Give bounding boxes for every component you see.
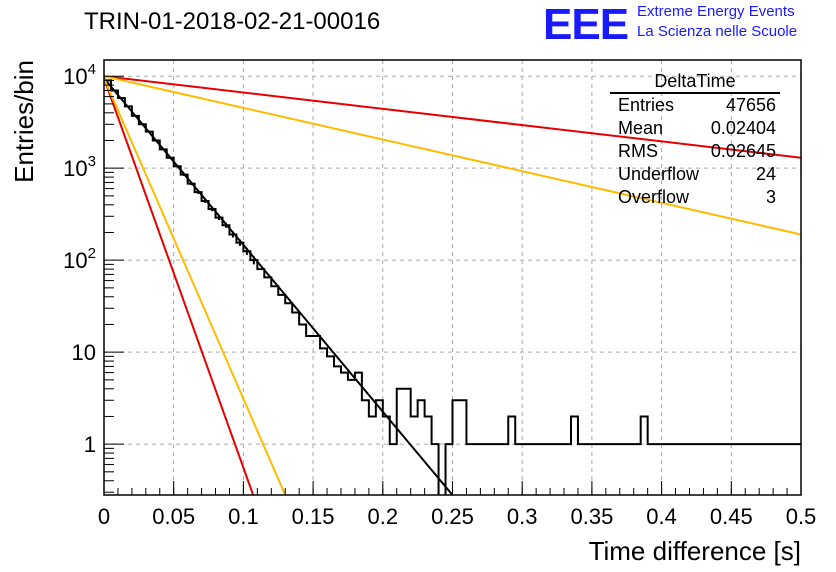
stats-row-mean: Mean 0.02404 [610, 117, 780, 140]
x-tick-label: 0.2 [368, 504, 399, 529]
stats-label: Underflow [618, 164, 700, 184]
stats-value: 0.02645 [710, 141, 776, 161]
stats-value: 47656 [725, 95, 776, 115]
logo-subtitle-line1: Extreme Energy Events [637, 3, 795, 20]
stats-value: 3 [765, 187, 776, 207]
x-tick-label: 0.05 [152, 504, 195, 529]
y-tick-exponent: 4 [88, 61, 96, 78]
y-tick-label: 10 [72, 340, 96, 365]
series [104, 75, 801, 495]
x-tick-label: 0 [98, 504, 110, 529]
stats-row-rms: RMS 0.02645 [610, 140, 780, 163]
stats-title: DeltaTime [610, 70, 780, 94]
x-tick-label: 0.25 [431, 504, 474, 529]
fit-line [104, 77, 287, 495]
stats-label: Overflow [618, 187, 690, 207]
histogram-series [104, 79, 801, 495]
y-tick-label: 103 [63, 153, 96, 181]
y-axis-label: Entries/bin [9, 60, 39, 183]
axes: 0 0.05 0.1 0.15 0.2 0.25 0.3 0.35 0.4 0.45 0.51041… [63, 61, 816, 529]
x-tick-label: 0.1 [228, 504, 259, 529]
stats-row-overflow: Overflow 3 [610, 186, 780, 209]
logo-subtitle-line2: La Scienza nelle Scuole [637, 23, 798, 40]
stats-box: DeltaTime Entries 47656 Mean 0.02404 RMS… [610, 70, 780, 209]
run-title: TRIN-01-2018-02-21-00016 [84, 8, 381, 35]
eee-logo: EEE [543, 0, 629, 49]
x-tick-label: 0.35 [570, 504, 613, 529]
fit-line [104, 75, 801, 236]
fit-line [104, 75, 801, 159]
stats-row-underflow: Underflow 24 [610, 163, 780, 186]
stats-label: RMS [618, 141, 658, 161]
y-tick-label: 1 [84, 432, 96, 457]
stats-label: Mean [618, 118, 664, 138]
x-tick-label: 0.4 [646, 504, 677, 529]
stats-value: 0.02404 [710, 118, 776, 138]
x-tick-label: 0.5 [786, 504, 817, 529]
stats-value: 24 [755, 164, 776, 184]
stats-row-entries: Entries 47656 [610, 94, 780, 117]
x-tick-label: 0.45 [710, 504, 753, 529]
y-tick-exponent: 2 [88, 245, 96, 262]
x-tick-label: 0.15 [292, 504, 335, 529]
y-tick-label: 104 [63, 61, 96, 89]
stats-label: Entries [618, 95, 675, 115]
x-tick-label: 0.3 [507, 504, 538, 529]
y-tick-label: 102 [63, 245, 96, 273]
y-tick-exponent: 3 [88, 153, 96, 170]
x-axis-label: Time difference [s] [589, 536, 801, 566]
fit-line [104, 77, 454, 495]
fit-line [104, 77, 255, 495]
